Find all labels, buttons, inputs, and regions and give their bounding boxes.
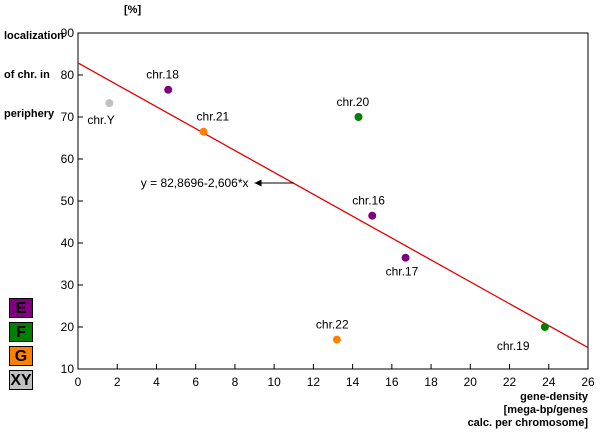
point-label: chr.16 bbox=[352, 194, 385, 208]
regression-equation: y = 82,8696-2,606*x bbox=[141, 176, 249, 190]
data-point bbox=[199, 127, 208, 136]
x-tick-label: 26 bbox=[581, 375, 595, 389]
point-label: chr.17 bbox=[386, 265, 419, 279]
x-tick-label: 24 bbox=[542, 375, 556, 389]
y-tick-label: 30 bbox=[61, 278, 75, 292]
legend-item-e: E bbox=[9, 298, 33, 318]
data-point bbox=[105, 99, 114, 108]
x-axis-label-line: [mega-bp/genes bbox=[503, 404, 588, 416]
equation-arrowhead bbox=[254, 179, 262, 187]
x-axis-label: gene-density [mega-bp/genes calc. per ch… bbox=[468, 391, 588, 430]
point-label: chr.19 bbox=[497, 339, 530, 353]
legend-item-g: G bbox=[9, 346, 33, 366]
x-tick-label: 2 bbox=[114, 375, 121, 389]
legend-item-f: F bbox=[9, 322, 33, 342]
x-tick-label: 4 bbox=[153, 375, 160, 389]
point-label: chr.Y bbox=[87, 113, 114, 127]
regression-line bbox=[77, 62, 589, 349]
legend-item-xy: XY bbox=[9, 370, 33, 390]
point-label: chr.21 bbox=[197, 110, 230, 124]
data-point bbox=[540, 323, 549, 331]
x-tick-label: 14 bbox=[346, 375, 360, 389]
y-tick-label: 40 bbox=[61, 236, 75, 250]
point-label: chr.20 bbox=[337, 95, 370, 109]
x-tick-label: 0 bbox=[75, 375, 82, 389]
point-label: chr.22 bbox=[316, 318, 349, 332]
x-tick-label: 6 bbox=[192, 375, 199, 389]
x-tick-label: 20 bbox=[464, 375, 478, 389]
data-point bbox=[164, 85, 173, 94]
x-tick-label: 8 bbox=[232, 375, 239, 389]
x-tick-label: 10 bbox=[267, 375, 281, 389]
y-tick-label: 70 bbox=[61, 110, 75, 124]
x-axis-label-line: gene-density bbox=[520, 391, 588, 403]
x-axis-label-line: calc. per chromosome] bbox=[467, 417, 588, 429]
y-axis-label: localization of chr. in periphery [%] bbox=[4, 4, 141, 147]
legend: E F G XY bbox=[9, 298, 33, 394]
y-axis-label-line: of chr. in bbox=[4, 69, 50, 81]
y-axis-unit: [%] bbox=[124, 4, 142, 16]
y-tick-label: 50 bbox=[61, 194, 75, 208]
y-tick-label: 90 bbox=[61, 26, 75, 40]
data-point bbox=[368, 211, 377, 220]
data-point bbox=[332, 335, 341, 344]
y-axis-label-line: periphery bbox=[4, 108, 55, 120]
x-tick-label: 18 bbox=[424, 375, 438, 389]
point-label: chr.18 bbox=[146, 68, 179, 82]
y-tick-label: 80 bbox=[61, 68, 75, 82]
y-tick-label: 60 bbox=[61, 152, 75, 166]
x-tick-label: 16 bbox=[385, 375, 399, 389]
x-tick-label: 22 bbox=[503, 375, 517, 389]
data-point bbox=[401, 253, 410, 262]
y-axis-label-line: localization bbox=[4, 30, 64, 42]
y-tick-label: 20 bbox=[61, 320, 75, 334]
data-point bbox=[354, 113, 363, 121]
y-tick-label: 10 bbox=[61, 362, 75, 376]
x-tick-label: 12 bbox=[307, 375, 321, 389]
